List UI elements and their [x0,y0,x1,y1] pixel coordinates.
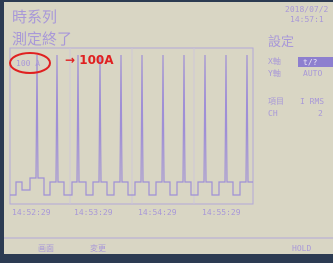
setting-value: AUTO [303,69,322,78]
setting-value: I RMS [300,97,324,106]
x-label: 14:54:29 [138,208,177,217]
setting-key: X軸 [268,56,281,66]
date: 2018/07/2 [285,5,329,14]
screen-photo: 時系列 測定終了 2018/07/2 14:57:1 100 A → 100A … [0,0,333,259]
setting-key: CH [268,109,278,118]
footer-button[interactable]: 画面 [38,244,54,253]
setting-key: Y軸 [268,68,281,78]
status: 測定終了 [12,30,72,48]
y-label: 100 A [16,59,40,68]
x-label: 14:53:29 [74,208,113,217]
footer-button[interactable]: 変更 [90,243,106,253]
title: 時系列 [12,8,57,26]
page: 時系列 測定終了 2018/07/2 14:57:1 100 A → 100A … [0,0,333,259]
x-label: 14:55:29 [202,208,241,217]
annotation: → 100A [65,53,114,67]
setting-value: 2 [318,109,323,118]
settings-title: 設定 [268,34,294,50]
time: 14:57:1 [290,15,324,24]
setting-key: 項目 [268,97,284,106]
x-label: 14:52:29 [12,208,51,217]
setting-value: t/? [303,58,318,67]
footer-button[interactable]: HOLD [292,244,311,253]
